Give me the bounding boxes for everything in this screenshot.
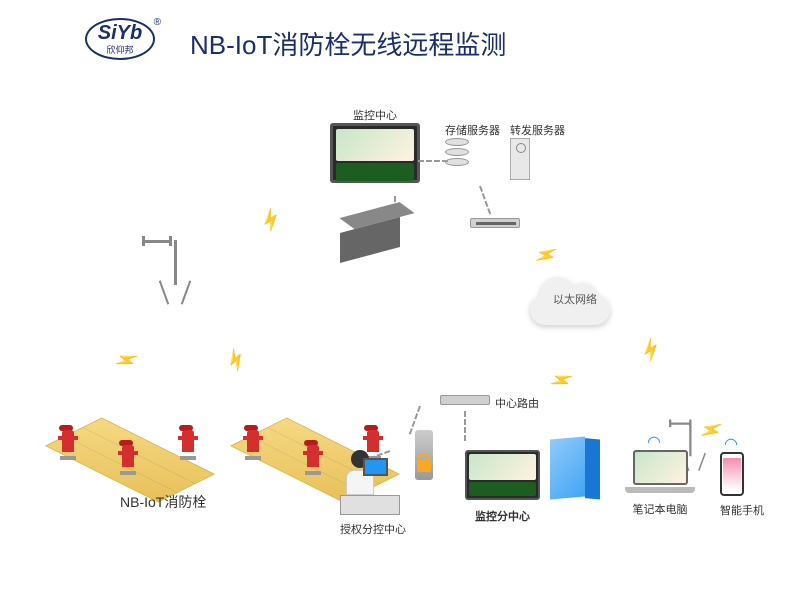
signal-icon: ⚡ [221, 345, 252, 375]
router-icon [440, 395, 490, 405]
signal-icon: ⚡ [546, 365, 577, 395]
dash-line [464, 411, 466, 441]
cylinder-icon [445, 138, 473, 180]
sub-center-node: 监控分中心 [465, 450, 540, 524]
laptop-icon: ◠ [625, 450, 695, 495]
router-node: 中心路由 [440, 395, 490, 405]
server-box-icon [510, 138, 530, 180]
lock-icon [417, 460, 431, 472]
building-tall-icon [550, 436, 585, 499]
hydrant-label-node: NB-IoT消防栓 [120, 490, 206, 512]
building-tall-node [550, 438, 585, 498]
signal-icon: ⚡ [531, 241, 561, 270]
hydrant-area-1 [40, 390, 220, 490]
signal-icon: ⚡ [111, 345, 142, 375]
lock-tower-icon [415, 430, 433, 480]
page-title: NB-IoT消防栓无线远程监测 [190, 25, 506, 62]
storage-server: 存储服务器 [445, 120, 500, 180]
hydrant-icon [305, 445, 321, 475]
hydrant-icon [120, 445, 136, 475]
servers-node: 存储服务器 转发服务器 [445, 120, 565, 180]
logo-subtext: 欣仰邦 [106, 43, 133, 56]
hydrant-icon [245, 430, 261, 460]
laptop-node: ◠ 笔记本电脑 [625, 450, 695, 517]
building-icon [340, 217, 400, 263]
auth-label: 授权分控中心 [340, 521, 406, 537]
phone-icon [720, 452, 744, 496]
registered-icon: ® [154, 17, 161, 28]
wifi-icon: ◠ [724, 434, 738, 454]
forward-server: 转发服务器 [510, 120, 565, 180]
cloud-label: 以太网络 [530, 291, 620, 307]
signal-icon: ⚡ [636, 336, 666, 365]
phone-label: 智能手机 [720, 502, 764, 518]
lock-node [415, 430, 433, 480]
small-monitor-icon [363, 458, 388, 476]
router-label: 中心路由 [495, 395, 539, 411]
cell-tower-1 [155, 240, 195, 300]
wifi-icon: ◠ [647, 432, 661, 452]
phone-node: ◠ 智能手机 [720, 452, 764, 518]
person-icon [340, 450, 380, 500]
sub-center-label: 监控分中心 [465, 508, 540, 524]
dash-line [479, 186, 491, 215]
monitor-center-label: 监控中心 [330, 107, 420, 123]
dash-line [418, 160, 448, 162]
hydrant-icon [180, 430, 196, 460]
auth-center-node: 授权分控中心 [340, 450, 406, 537]
monitor-screen-icon [330, 123, 420, 183]
logo: SiYb 欣仰邦 ® [85, 18, 155, 60]
ethernet-cloud: 以太网络 [530, 275, 620, 325]
monitor-center-node: 监控中心 [330, 105, 420, 183]
switch-node [470, 218, 520, 228]
storage-server-label: 存储服务器 [445, 122, 500, 138]
signal-icon: ⚡ [256, 206, 286, 235]
switch-icon [470, 218, 520, 228]
laptop-label: 笔记本电脑 [625, 501, 695, 517]
sub-monitor-icon [465, 450, 540, 500]
logo-badge: SiYb 欣仰邦 ® [85, 18, 155, 60]
logo-text: SiYb [98, 23, 142, 43]
hydrant-label: NB-IoT消防栓 [120, 492, 206, 512]
forward-server-label: 转发服务器 [510, 122, 565, 138]
building-node [340, 225, 400, 255]
hydrant-icon [60, 430, 76, 460]
